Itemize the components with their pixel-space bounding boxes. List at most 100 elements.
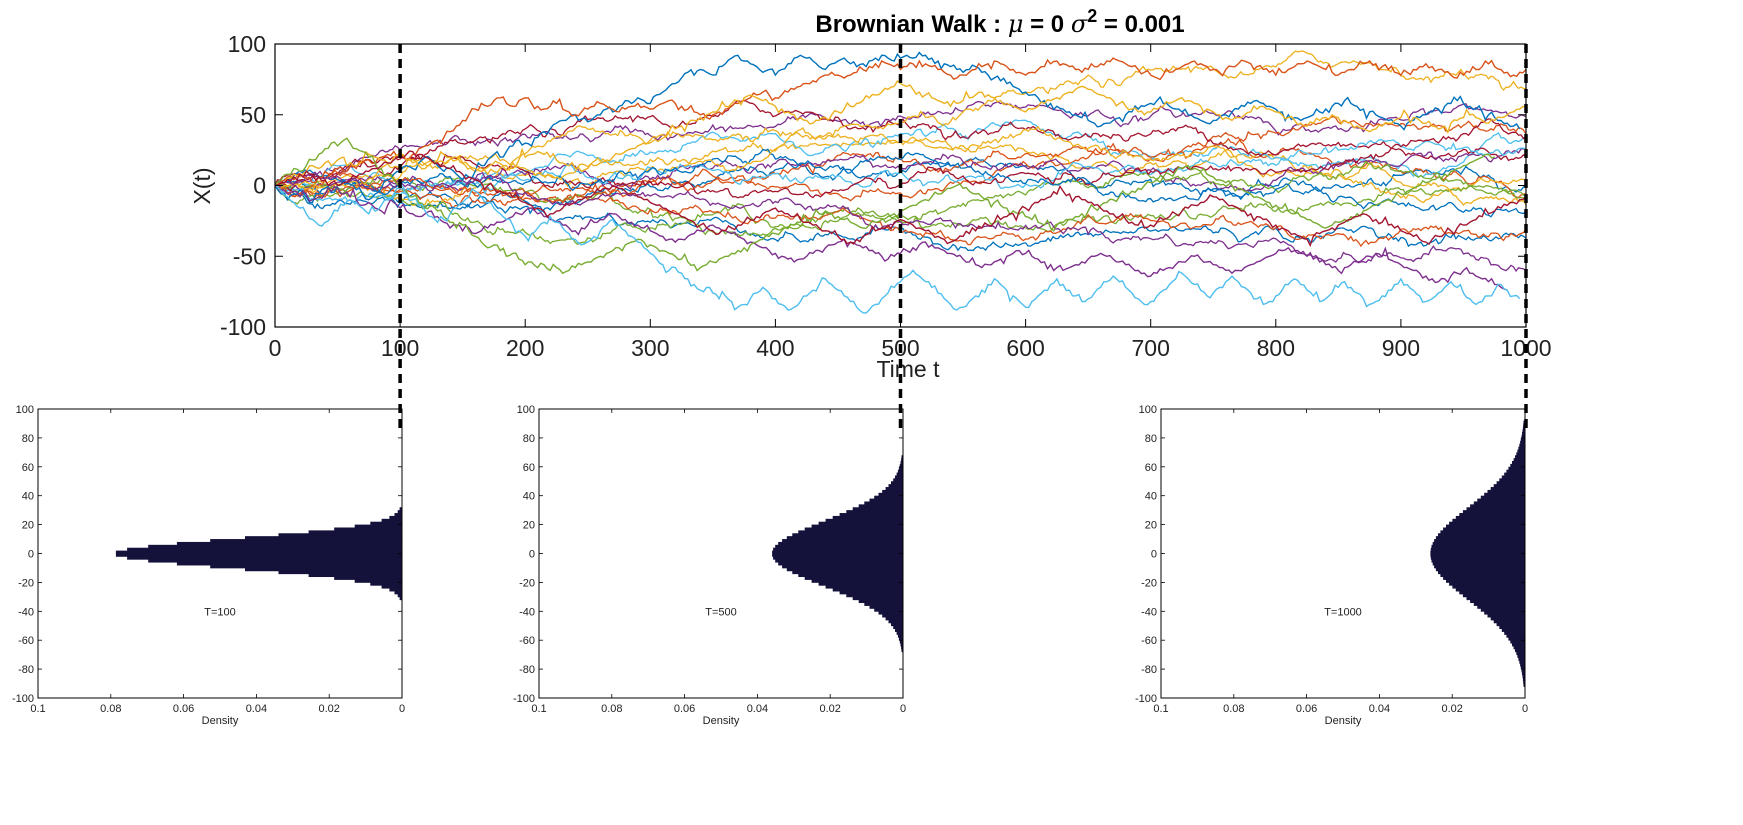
y-tick-label: -100 <box>513 693 535 705</box>
series-line <box>275 184 1521 314</box>
histogram-bar <box>878 611 903 615</box>
histogram-bar <box>1517 449 1525 453</box>
histogram-bar <box>878 492 903 497</box>
histogram-bar <box>900 461 903 465</box>
y-tick-label: -60 <box>519 635 535 647</box>
y-tick-label: -20 <box>519 577 535 589</box>
histogram-bar <box>1522 677 1525 682</box>
histogram-bar <box>1519 443 1525 447</box>
histogram-bar <box>901 455 903 459</box>
y-tick-label: -40 <box>18 606 34 618</box>
y-tick-label: 0 <box>1151 549 1157 561</box>
x-tick-label: 0.1 <box>30 703 45 715</box>
histogram-bar <box>896 631 903 635</box>
x-tick-label: 0.04 <box>246 703 267 715</box>
histogram-bars <box>1430 420 1525 687</box>
x-tick-label: 700 <box>1132 335 1170 361</box>
y-tick-label: 0 <box>253 173 266 199</box>
histogram-bar <box>825 585 903 589</box>
histogram-bar <box>893 478 903 482</box>
y-tick-label: -40 <box>1141 606 1157 618</box>
histogram-bar <box>1455 588 1525 592</box>
histogram-bar <box>1520 437 1525 442</box>
histogram-bar <box>1508 466 1525 471</box>
histogram-bar <box>389 588 402 592</box>
histogram-bar <box>1430 553 1525 557</box>
histogram-bar <box>1480 495 1525 499</box>
histogram-annotation: T=500 <box>705 606 737 618</box>
series-line <box>275 148 1526 218</box>
histogram-bar <box>245 567 402 572</box>
histogram-bar <box>1508 637 1525 641</box>
x-tick-label: 0.1 <box>1153 703 1168 715</box>
histogram-bar <box>1473 501 1525 505</box>
histogram-bar <box>381 585 402 589</box>
y-tick-label: 60 <box>22 462 34 474</box>
x-tick-label: 0.06 <box>674 703 695 715</box>
histogram-bar <box>895 475 903 479</box>
histogram-bar <box>1449 521 1525 525</box>
histogram-bar <box>786 567 903 572</box>
histogram-bar <box>1499 478 1525 482</box>
histogram-bar <box>1504 631 1525 635</box>
histogram-bar <box>115 553 403 557</box>
histogram-bar <box>846 510 903 514</box>
histogram-bar <box>334 576 402 580</box>
y-tick-label: 80 <box>22 433 34 445</box>
histogram-bar <box>1430 556 1525 560</box>
y-tick-label: -80 <box>18 664 34 676</box>
histogram-bar <box>1519 660 1525 664</box>
histogram-bar <box>1466 596 1525 601</box>
x-tick-label: 0.1 <box>531 703 546 715</box>
histogram-bar <box>1493 484 1525 488</box>
x-tick-label: 0.08 <box>1223 703 1244 715</box>
histogram-bar <box>1432 541 1525 546</box>
x-tick-label: 0.08 <box>601 703 622 715</box>
histogram-bar <box>899 640 903 644</box>
y-tick-label: 100 <box>16 404 34 416</box>
histogram-bar <box>825 518 903 523</box>
histogram-bar <box>1512 643 1525 647</box>
histogram-bar <box>792 570 903 575</box>
histogram-bar <box>399 507 402 511</box>
histogram-bar <box>1477 605 1525 609</box>
y-tick-label: -40 <box>519 606 535 618</box>
histogram-bar <box>839 513 903 517</box>
main-line-chart: 01002003004005006007008009001000 100500-… <box>189 31 1552 382</box>
y-tick-label: -20 <box>18 577 34 589</box>
histogram-bar <box>1446 524 1525 528</box>
histogram-bar <box>1513 645 1525 650</box>
histogram-bar <box>1480 608 1525 612</box>
histogram-bar <box>1496 481 1525 485</box>
histogram-bar <box>1430 547 1525 552</box>
histogram-bar <box>1501 628 1525 632</box>
histogram-bar <box>1512 461 1525 465</box>
histogram-bar <box>1431 544 1525 549</box>
x-tick-label: 900 <box>1382 335 1420 361</box>
main-chart-title: Brownian Walk : μ = 0 σ2 = 0.001 <box>815 6 1184 38</box>
histogram-t100: 100 80 60 40 20 0 -20 -40 -60 -80 -1000.1 0.08 0.06 0… <box>12 404 405 727</box>
histogram-bar <box>897 634 903 638</box>
x-tick-label: 0 <box>900 703 906 715</box>
histogram-bar <box>1466 507 1525 511</box>
histogram-bar <box>1435 567 1525 572</box>
histogram-bar <box>1490 617 1525 621</box>
title-mid: = 0 <box>1023 11 1070 38</box>
histogram-bar <box>148 559 402 563</box>
histogram-bar <box>893 625 903 630</box>
y-tick-label: -20 <box>1141 577 1157 589</box>
histogram-bar <box>897 469 903 473</box>
histogram-bar <box>775 544 903 549</box>
histogram-bar <box>1521 435 1525 439</box>
histogram-bar <box>1515 648 1525 653</box>
histogram-bar <box>804 527 903 531</box>
histogram-bar <box>1522 432 1525 436</box>
histogram-bar <box>1462 510 1525 514</box>
y-tick-label: -80 <box>519 664 535 676</box>
histogram-bar <box>1443 576 1525 580</box>
x-tick-label: 0 <box>269 335 282 361</box>
histogram-bar <box>1516 452 1525 456</box>
histogram-bar <box>772 550 903 554</box>
histogram-bar <box>245 536 402 540</box>
